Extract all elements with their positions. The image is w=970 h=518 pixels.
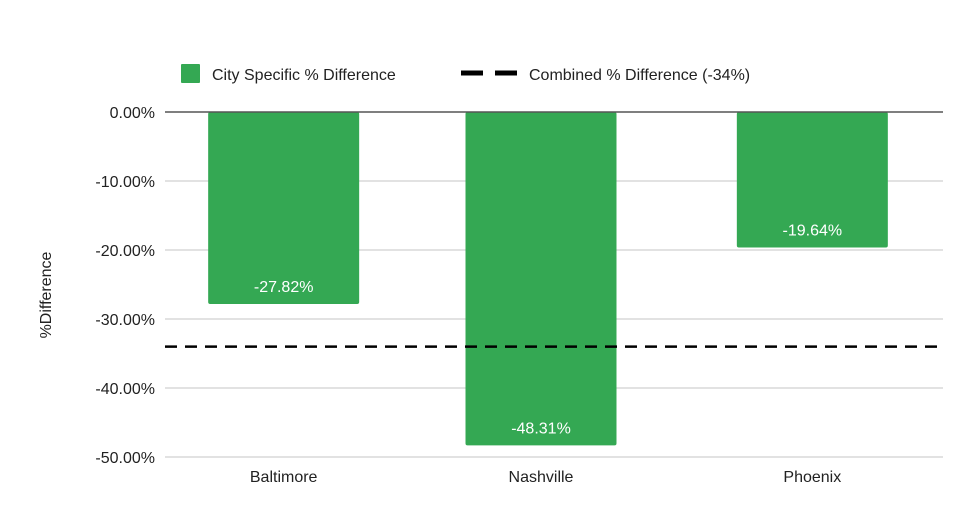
- legend: City Specific % Difference Combined % Di…: [181, 64, 750, 84]
- legend-swatch-city: [181, 64, 200, 83]
- bar-data-label: -19.64%: [783, 223, 843, 240]
- x-tick-label: Phoenix: [783, 469, 841, 486]
- y-tick-label: 0.00%: [110, 105, 155, 122]
- bar-baltimore: [208, 112, 360, 304]
- bars: -27.82% -48.31% -19.64%: [208, 112, 888, 446]
- bar-data-label: -27.82%: [254, 279, 314, 296]
- x-tick-label: Baltimore: [250, 469, 318, 486]
- x-axis-categories: Baltimore Nashville Phoenix: [250, 469, 841, 486]
- legend-label-combined: Combined % Difference (-34%): [529, 67, 750, 84]
- y-axis-ticks: 0.00% -10.00% -20.00% -30.00% -40.00% -50.00%: [95, 105, 155, 467]
- y-tick-label: -40.00%: [95, 381, 155, 398]
- bar-phoenix: [736, 112, 888, 248]
- bar-data-label: -48.31%: [511, 420, 571, 437]
- y-tick-label: -30.00%: [95, 312, 155, 329]
- y-axis-title: %Difference: [38, 251, 55, 338]
- y-tick-label: -50.00%: [95, 450, 155, 467]
- bar-nashville: [465, 112, 617, 446]
- legend-label-city: City Specific % Difference: [212, 67, 396, 84]
- y-tick-label: -20.00%: [95, 243, 155, 260]
- x-tick-label: Nashville: [509, 469, 574, 486]
- y-tick-label: -10.00%: [95, 174, 155, 191]
